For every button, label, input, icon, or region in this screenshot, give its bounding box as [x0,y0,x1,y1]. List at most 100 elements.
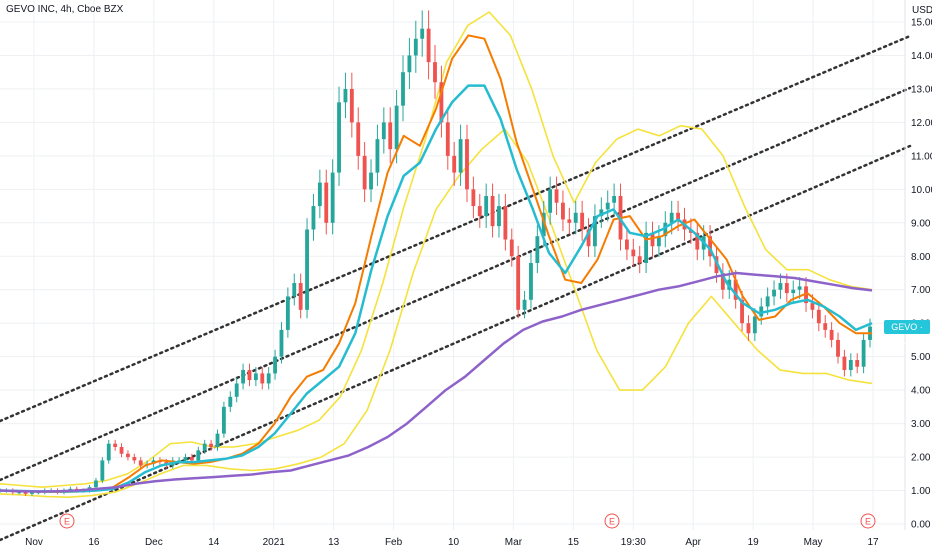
candle-body [349,88,354,123]
x-tick-label: Feb [385,537,403,548]
candle [356,107,361,170]
x-tick-label: 16 [88,537,100,548]
channel-line-upper [0,34,912,423]
candle [567,207,572,235]
candle-body [132,457,137,461]
candle-body [113,443,118,448]
candle-body [311,206,316,230]
candle-body [816,309,821,324]
candle-body [624,239,629,250]
candle-body [292,283,297,297]
candle [305,218,309,319]
bollinger-bands [0,11,873,499]
candle [746,315,751,341]
candle-body [215,433,220,448]
candle-body [285,296,290,330]
candle [234,377,239,403]
candle [273,349,277,380]
candle [816,301,821,332]
candle-body [593,216,597,247]
candle-body [497,206,501,227]
candle-body [477,206,482,217]
candle-body [599,209,604,217]
candle-body [394,105,399,150]
candle [279,322,284,364]
candle [94,477,98,490]
ema-fast-line [0,34,872,493]
candle-body [298,283,303,310]
candle-body [401,72,405,106]
x-tick-label: 13 [328,537,340,548]
candle-body [465,139,469,190]
candle-body [561,202,565,220]
y-tick-label: 4.00 [911,386,931,397]
candle-body [471,189,476,207]
candle-body [541,212,546,237]
candle-body [810,303,815,310]
candle-body [612,196,617,203]
candle [215,429,220,451]
earnings-marker[interactable]: E [604,513,620,529]
candle-body [573,212,578,223]
candle [733,270,738,309]
candle-body [388,122,393,150]
x-tick-label: 19:30 [621,537,646,548]
candle-body [676,212,681,220]
candle [311,193,316,241]
candle-body [490,196,495,227]
candle-body [855,360,860,367]
candle-body [791,289,796,294]
candle [593,204,597,257]
x-tick-label: Apr [685,537,701,548]
candle-body [356,122,361,156]
candle-body [740,299,744,324]
candle-body [266,373,271,384]
candle [855,353,860,374]
candle [452,141,457,186]
axes: USD 0.001.002.003.004.005.006.007.008.00… [25,0,932,548]
candle [503,193,508,251]
candle [426,10,431,80]
candle-body [273,356,277,374]
channel-line-middle [0,86,912,482]
candle [669,200,674,235]
candle [708,225,712,267]
candle [241,363,246,390]
candle [407,38,412,90]
earnings-marker[interactable]: E [59,513,75,529]
candle [458,124,463,186]
candle-body [797,286,802,290]
candle-body [535,236,540,263]
candle-body [100,460,105,481]
candle-body [746,323,751,334]
candle [823,315,828,338]
candle [292,273,297,306]
candle [221,401,226,438]
candle-body [784,283,789,294]
candle-body [848,360,853,371]
y-tick-label: 5.00 [911,352,931,363]
candle [343,72,348,119]
candle-body [669,212,674,223]
earnings-marker-circle [860,513,876,529]
y-tick-label: 12.00 [911,118,932,129]
candle [624,228,629,261]
candle-body [337,102,341,173]
candle [413,20,418,73]
candle [119,443,124,458]
candle [375,124,380,186]
bb-upper-line [0,11,873,489]
candle-body [842,356,847,371]
candle [829,322,834,348]
candle [573,200,578,235]
candle-body [126,453,130,458]
x-tick-label: 14 [208,537,220,548]
candle-body [407,55,412,73]
earnings-marker[interactable]: E [860,513,876,529]
candle-body [829,329,834,340]
candle [106,439,111,464]
candle-body [548,189,553,213]
